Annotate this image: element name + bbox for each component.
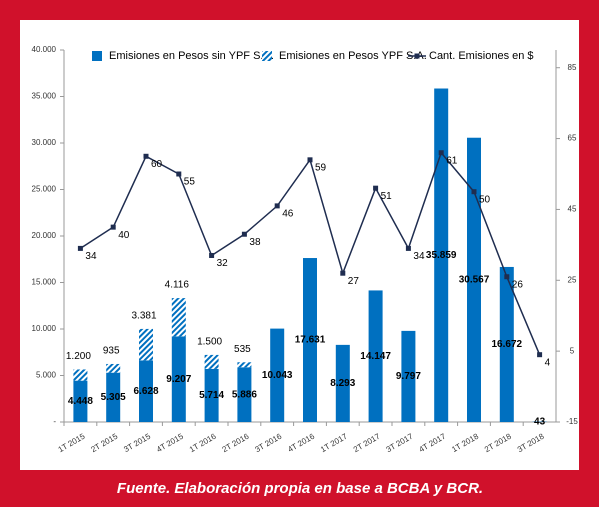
- line-value-label: 46: [282, 209, 294, 220]
- line-marker: [176, 172, 181, 177]
- y-tick-label: 20.000: [32, 231, 57, 240]
- bar-value-label: 5.714: [199, 390, 224, 401]
- y2-tick-label: 45: [568, 205, 577, 214]
- bar-value-label: 35.859: [426, 250, 457, 261]
- bar: [172, 298, 186, 336]
- bar: [106, 364, 120, 373]
- y-tick-label: 15.000: [32, 278, 57, 287]
- line-value-label: 61: [446, 155, 458, 166]
- legend-swatch: [92, 51, 102, 61]
- line-marker: [439, 150, 444, 155]
- line-value-label: 60: [151, 159, 163, 170]
- y-tick-label: 25.000: [32, 185, 57, 194]
- line-value-label: 51: [381, 191, 393, 202]
- bar-value-label: 5.305: [101, 392, 126, 403]
- line-value-label: 32: [217, 258, 229, 269]
- line-marker: [111, 225, 116, 230]
- y-tick-label: 5.000: [36, 371, 57, 380]
- line-marker: [537, 352, 542, 357]
- legend-label: Emisiones en Pesos YPF S.A.: [279, 50, 427, 62]
- y-tick-label: 35.000: [32, 92, 57, 101]
- line-marker: [308, 157, 313, 162]
- legend-label: Cant. Emisiones en $: [429, 50, 534, 62]
- bar: [73, 369, 87, 380]
- bar-value-label: 3.381: [131, 311, 156, 322]
- line-value-label: 27: [348, 276, 360, 287]
- bar-value-label: 4.448: [68, 396, 93, 407]
- bar-value-label: 10.043: [262, 370, 293, 381]
- y-tick-label: -: [53, 417, 56, 426]
- line-value-label: 34: [85, 251, 97, 262]
- bar-value-label: 30.567: [459, 275, 490, 286]
- line-value-label: 40: [118, 230, 130, 241]
- line-marker: [373, 186, 378, 191]
- bar-value-label: 17.631: [295, 335, 326, 346]
- bar-value-label: 14.147: [360, 351, 391, 362]
- legend-label: Emisiones en Pesos sin YPF S.A.: [109, 50, 274, 62]
- line-marker: [340, 271, 345, 276]
- bar-value-label: 935: [103, 346, 120, 357]
- line-value-label: 50: [479, 194, 491, 205]
- line-marker: [242, 232, 247, 237]
- bar-value-label: 1.500: [197, 337, 222, 348]
- bar-value-label: 8.293: [330, 378, 355, 389]
- line-marker: [78, 246, 83, 251]
- legend-swatch: [262, 51, 272, 61]
- legend-marker: [415, 54, 420, 59]
- y2-tick-label: 65: [568, 134, 577, 143]
- source-note: Fuente. Elaboración propia en base a BCB…: [117, 480, 483, 497]
- bar-value-label: 6.628: [133, 386, 158, 397]
- bar: [205, 355, 219, 369]
- line-marker: [144, 154, 149, 159]
- bar-value-label: 535: [234, 344, 251, 355]
- bar-value-label: 9.797: [396, 371, 421, 382]
- line-value-label: 38: [249, 237, 261, 248]
- line-marker: [406, 246, 411, 251]
- bar-value-label: 16.672: [492, 339, 523, 350]
- y-tick-label: 30.000: [32, 138, 57, 147]
- bar: [237, 362, 251, 367]
- line-marker: [504, 274, 509, 279]
- y-tick-label: 40.000: [32, 45, 57, 54]
- y2-tick-label: -15: [566, 417, 578, 426]
- line-value-label: 34: [413, 251, 425, 262]
- y2-tick-label: 25: [568, 275, 577, 284]
- line-value-label: 55: [184, 177, 196, 188]
- line-value-label: 26: [512, 279, 524, 290]
- y2-tick-label: 5: [570, 346, 575, 355]
- bar-value-label: 1.200: [66, 351, 91, 362]
- line-value-label: 4: [545, 357, 551, 368]
- bar-value-label: 4.116: [165, 280, 190, 291]
- line-marker: [472, 189, 477, 194]
- line-value-label: 59: [315, 162, 327, 173]
- line-marker: [209, 253, 214, 258]
- y2-tick-label: 85: [568, 63, 577, 72]
- bar-value-label: 9.207: [166, 374, 191, 385]
- line-marker: [275, 203, 280, 208]
- bar: [139, 329, 153, 360]
- bar-value-label: 43: [534, 416, 546, 427]
- bar-value-label: 5.886: [232, 389, 257, 400]
- y-tick-label: 10.000: [32, 324, 57, 333]
